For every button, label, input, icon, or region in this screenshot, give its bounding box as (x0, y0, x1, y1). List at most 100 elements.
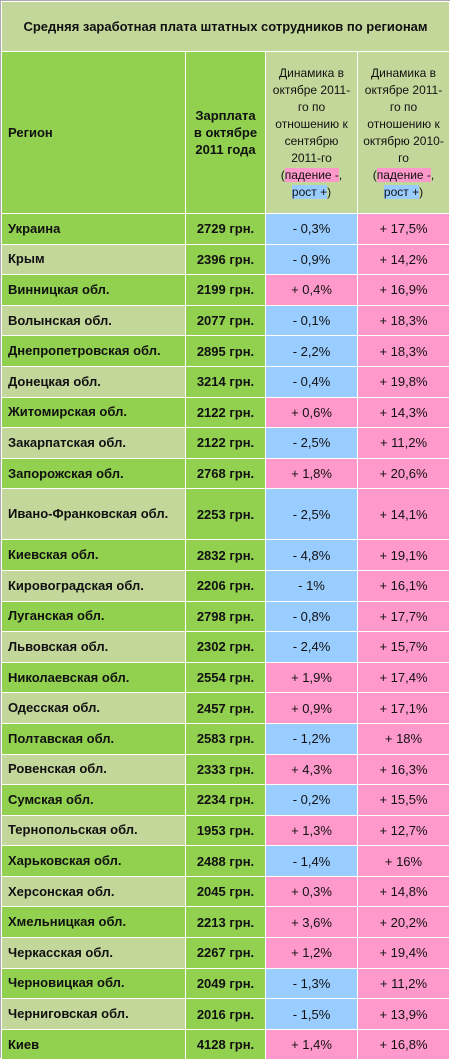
region-cell: Сумская обл. (1, 784, 186, 816)
salary-cell: 1953 грн. (185, 814, 266, 847)
salary-cell: 2206 грн. (185, 569, 266, 602)
header-dynamics-month: Динамика в октябре 2011-го по отношению … (265, 51, 358, 214)
dynamics-year-cell: + 16% (357, 845, 450, 877)
dynamics-year-cell: + 20,2% (357, 906, 450, 939)
salary-cell: 2267 грн. (185, 937, 266, 969)
dynamics-year-cell: + 13,9% (357, 998, 450, 1030)
region-cell: Черновицкая обл. (1, 967, 186, 1000)
table-title: Средняя заработная плата штатных сотрудн… (1, 1, 450, 52)
dynamics-month-cell: + 1,4% (265, 1028, 358, 1060)
dynamics-month-cell: + 1,2% (265, 937, 358, 969)
salary-cell: 2333 грн. (185, 753, 266, 786)
table-row: Закарпатская обл. 2122 грн. - 2,5% + 11,2% (1, 427, 450, 459)
region-cell: Черкасская обл. (1, 937, 186, 969)
legend-sep-2: , (430, 167, 435, 182)
salary-cell: 2016 грн. (185, 998, 266, 1030)
table-row: Крым 2396 грн. - 0,9% + 14,2% (1, 243, 450, 276)
table-row: Полтавская обл. 2583 грн. - 1,2% + 18% (1, 722, 450, 755)
legend-close: ) (327, 184, 332, 199)
region-cell: Украина (1, 213, 186, 245)
salary-cell: 2122 грн. (185, 427, 266, 459)
title-row: Средняя заработная плата штатных сотрудн… (1, 1, 450, 52)
dynamics-month-cell: - 2,5% (265, 427, 358, 459)
region-cell: Хмельницкая обл. (1, 906, 186, 939)
header-salary: Зарплата в октябре 2011 года (185, 51, 266, 214)
header-region: Регион (1, 51, 186, 214)
dynamics-year-cell: + 18,3% (357, 304, 450, 337)
region-cell: Днепропетровская обл. (1, 335, 186, 367)
dynamics-month-cell: + 1,9% (265, 661, 358, 694)
header-dynamics-year-text: Динамика в октябре 2011-го по отношению … (363, 65, 444, 165)
table-row: Одесская обл. 2457 грн. + 0,9% + 17,1% (1, 692, 450, 724)
table-row: Харьковская обл. 2488 грн. - 1,4% + 16% (1, 845, 450, 877)
dynamics-year-cell: + 11,2% (357, 427, 450, 459)
table-row: Луганская обл. 2798 грн. - 0,8% + 17,7% (1, 600, 450, 633)
salary-cell: 2199 грн. (185, 274, 266, 306)
dynamics-year-cell: + 18,3% (357, 335, 450, 367)
table-row: Киевская обл. 2832 грн. - 4,8% + 19,1% (1, 539, 450, 571)
salary-cell: 2768 грн. (185, 457, 266, 490)
legend-fall: падение - (284, 167, 339, 182)
legend-sep: , (338, 167, 343, 182)
table-row: Киев 4128 грн. + 1,4% + 16,8% (1, 1028, 450, 1060)
dynamics-year-cell: + 17,4% (357, 661, 450, 694)
dynamics-month-cell: - 0,8% (265, 600, 358, 633)
region-cell: Закарпатская обл. (1, 427, 186, 459)
region-cell: Запорожская обл. (1, 457, 186, 490)
dynamics-month-cell: - 0,9% (265, 243, 358, 276)
header-row: Регион Зарплата в октябре 2011 года Дина… (1, 51, 450, 214)
salary-cell: 2583 грн. (185, 722, 266, 755)
region-cell: Львовская обл. (1, 631, 186, 663)
salary-cell: 2457 грн. (185, 692, 266, 724)
table-row: Днепропетровская обл. 2895 грн. - 2,2% + 18… (1, 335, 450, 367)
table-row: Волынская обл. 2077 грн. - 0,1% + 18,3% (1, 304, 450, 337)
salary-cell: 2895 грн. (185, 335, 266, 367)
region-cell: Житомирская обл. (1, 396, 186, 429)
dynamics-month-cell: - 0,4% (265, 365, 358, 398)
region-cell: Киев (1, 1028, 186, 1060)
salary-cell: 2488 грн. (185, 845, 266, 877)
dynamics-year-cell: + 17,7% (357, 600, 450, 633)
legend-rise: рост + (291, 184, 328, 199)
dynamics-month-cell: + 1,8% (265, 457, 358, 490)
dynamics-month-cell: - 0,3% (265, 213, 358, 245)
dynamics-year-cell: + 16,8% (357, 1028, 450, 1060)
header-dynamics-month-text: Динамика в октябре 2011-го по отношению … (272, 65, 351, 165)
dynamics-year-cell: + 17,5% (357, 213, 450, 245)
dynamics-month-cell: + 0,3% (265, 875, 358, 908)
region-cell: Полтавская обл. (1, 722, 186, 755)
header-dynamics-year: Динамика в октябре 2011-го по отношению … (357, 51, 450, 214)
region-cell: Луганская обл. (1, 600, 186, 633)
salary-cell: 2798 грн. (185, 600, 266, 633)
salary-cell: 2213 грн. (185, 906, 266, 939)
table-row: Донецкая обл. 3214 грн. - 0,4% + 19,8% (1, 365, 450, 398)
table-row: Хмельницкая обл. 2213 грн. + 3,6% + 20,2% (1, 906, 450, 939)
dynamics-year-cell: + 12,7% (357, 814, 450, 847)
dynamics-year-cell: + 20,6% (357, 457, 450, 490)
dynamics-month-cell: + 0,6% (265, 396, 358, 429)
salary-cell: 2045 грн. (185, 875, 266, 908)
dynamics-year-cell: + 18% (357, 722, 450, 755)
dynamics-year-cell: + 15,7% (357, 631, 450, 663)
table-row: Запорожская обл. 2768 грн. + 1,8% + 20,6% (1, 457, 450, 490)
dynamics-year-cell: + 19,1% (357, 539, 450, 571)
salary-cell: 2122 грн. (185, 396, 266, 429)
dynamics-year-cell: + 16,3% (357, 753, 450, 786)
table-row: Черкасская обл. 2267 грн. + 1,2% + 19,4% (1, 937, 450, 969)
legend-open: ( (280, 167, 285, 182)
dynamics-month-cell: - 1,3% (265, 967, 358, 1000)
dynamics-month-cell: + 0,9% (265, 692, 358, 724)
region-cell: Крым (1, 243, 186, 276)
region-cell: Донецкая обл. (1, 365, 186, 398)
region-cell: Волынская обл. (1, 304, 186, 337)
dynamics-year-cell: + 14,3% (357, 396, 450, 429)
region-cell: Ровенская обл. (1, 753, 186, 786)
dynamics-month-cell: + 0,4% (265, 274, 358, 306)
dynamics-year-cell: + 11,2% (357, 967, 450, 1000)
dynamics-year-cell: + 14,1% (357, 488, 450, 541)
dynamics-year-cell: + 16,1% (357, 569, 450, 602)
dynamics-year-cell: + 17,1% (357, 692, 450, 724)
region-cell: Киевская обл. (1, 539, 186, 571)
legend-open-2: ( (372, 167, 377, 182)
